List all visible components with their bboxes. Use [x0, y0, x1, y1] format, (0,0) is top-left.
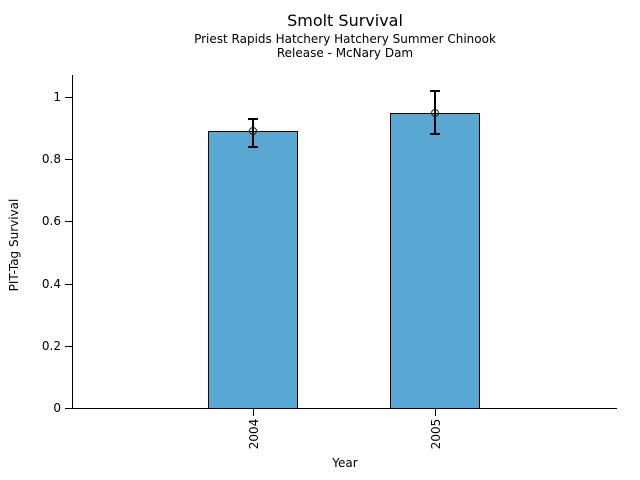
y-tick-label: 0	[53, 401, 61, 415]
y-tick-mark	[65, 97, 72, 98]
y-tick-mark	[65, 408, 72, 409]
y-tick-label: 0.6	[41, 214, 61, 229]
y-axis-title-text: PIT-Tag Survival	[7, 198, 21, 292]
bar-2004	[208, 131, 298, 409]
y-tick-mark	[65, 283, 72, 285]
x-axis-line	[72, 408, 617, 409]
y-tick-label: 1	[53, 90, 61, 104]
chart-title: Smolt Survival	[287, 11, 403, 30]
error-bar-cap-bottom-2005	[430, 133, 440, 136]
chart-subtitle-line1: Priest Rapids Hatchery Hatchery Summer C…	[194, 32, 496, 46]
error-bar-cap-top-2005	[430, 89, 440, 92]
y-tick-mark	[65, 221, 72, 223]
error-bar-cap-top-2004	[248, 117, 258, 120]
error-bar-cap-bottom-2004	[248, 145, 258, 148]
x-tick-label-text: 2004	[247, 418, 261, 450]
x-tick-mark	[253, 409, 254, 416]
bar-2005	[390, 112, 480, 409]
chart-subtitle-line2: Release - McNary Dam	[276, 46, 414, 60]
y-tick-label: 0.2	[41, 338, 61, 353]
point-marker-2004	[249, 127, 257, 136]
y-tick-label: 0.8	[41, 152, 61, 167]
x-tick-label-text: 2005	[429, 418, 443, 450]
y-tick-label: 0.4	[41, 276, 61, 291]
point-marker-2005	[431, 108, 439, 117]
y-axis-line	[72, 75, 73, 409]
y-tick-mark	[65, 345, 72, 347]
x-axis-title: Year	[332, 456, 358, 470]
y-tick-mark	[65, 159, 72, 161]
x-tick-mark	[435, 409, 436, 416]
